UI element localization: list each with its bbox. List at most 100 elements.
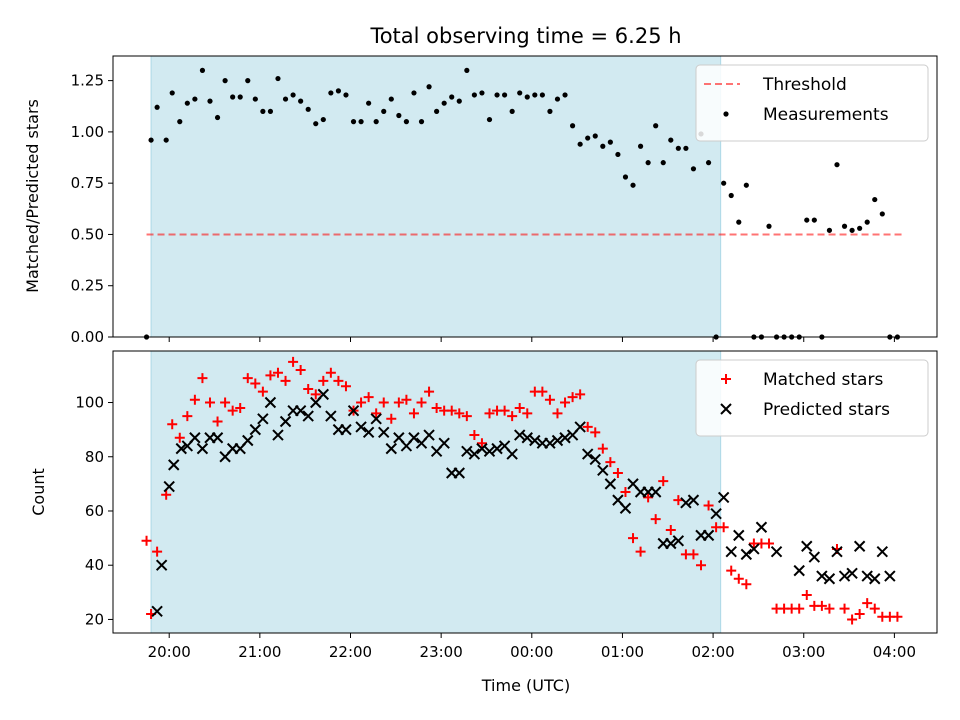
y-tick-label: 40: [85, 556, 104, 574]
bottom-x-ticks: 20:00 21:00 22:00 23:00 00:00 01:00 02:00 03:00…: [148, 633, 916, 661]
y-tick-label: 20: [85, 610, 104, 628]
measurement-point: [148, 137, 154, 143]
matched-star-point: [235, 402, 246, 413]
matched-star-point: [763, 538, 774, 549]
measurement-point: [207, 98, 213, 104]
measurement-point: [486, 116, 493, 123]
measurement-point: [199, 67, 206, 73]
legend-label: Threshold: [762, 75, 847, 95]
measurement-point: [547, 108, 553, 114]
measurement-point: [622, 174, 629, 180]
measurement-point: [290, 92, 296, 98]
measurement-point: [592, 133, 598, 139]
predicted-star-point: [476, 442, 488, 455]
measurement-point: [630, 182, 636, 188]
matched-star-point: [582, 421, 593, 432]
matched-star-point: [318, 375, 329, 386]
predicted-star-point: [249, 423, 262, 436]
x-tick-label: 22:00: [329, 643, 372, 661]
predicted-star-point: [740, 548, 753, 561]
bottom-axes-frame: [112, 350, 938, 634]
measurement-point: [811, 217, 817, 223]
measurement-point: [169, 90, 175, 96]
y-tick-label: 0.00: [71, 328, 104, 346]
x-tick-label: 23:00: [420, 643, 463, 661]
matched-star-point: [839, 603, 850, 614]
predicted-star-point: [823, 573, 836, 585]
matched-star-point: [303, 383, 314, 394]
measurement-point: [388, 96, 394, 102]
matched-star-point: [401, 394, 412, 405]
measurement-point: [766, 223, 772, 229]
predicted-star-point: [733, 529, 745, 542]
predicted-star-point: [378, 426, 390, 439]
bottom-count-points: [141, 356, 903, 625]
measurement-point: [275, 75, 281, 82]
measurement-point: [411, 90, 417, 96]
matched-star-point: [597, 443, 608, 454]
matched-star-point: [250, 378, 261, 389]
measurement-point: [743, 182, 749, 188]
matched-star-point: [514, 402, 525, 413]
measurement-point: [494, 92, 500, 98]
predicted-star-point: [816, 570, 828, 582]
measurement-point: [532, 92, 538, 98]
measurement-point: [320, 116, 326, 123]
measurement-point: [192, 96, 198, 102]
top-y-axis-label: Matched/Predicted stars: [23, 99, 42, 293]
matched-star-point: [242, 373, 253, 384]
matched-star-point: [741, 579, 752, 590]
measurement-point: [857, 225, 863, 231]
measurement-point: [479, 90, 485, 96]
y-tick-label: 60: [85, 502, 104, 520]
measurement-point: [434, 108, 440, 114]
matched-star-point: [560, 397, 571, 408]
measurement-point: [675, 145, 681, 151]
measurement-point: [834, 162, 840, 168]
measurement-point: [577, 141, 583, 147]
matched-star-point: [650, 514, 661, 525]
matched-star-point: [220, 397, 231, 408]
matched-star-point: [718, 522, 729, 533]
predicted-star-point: [581, 448, 594, 460]
matched-star-point: [605, 457, 616, 468]
measurement-point: [879, 211, 885, 217]
predicted-star-point: [793, 564, 805, 577]
matched-star-point: [575, 389, 586, 400]
predicted-star-point: [491, 442, 503, 455]
matched-star-point: [197, 373, 208, 384]
predicted-star-point: [544, 437, 556, 449]
measurement-point: [562, 92, 568, 98]
predicted-star-point: [574, 421, 586, 433]
matched-star-point: [454, 408, 465, 419]
y-tick-label: 1.25: [71, 72, 104, 90]
bottom-y-ticks: 20 40 60 80 100: [75, 394, 113, 628]
y-tick-label: 0.50: [71, 225, 104, 243]
legend-matched-swatch: [721, 374, 731, 384]
matched-star-point: [431, 402, 442, 413]
matched-star-point: [416, 397, 427, 408]
x-tick-label: 03:00: [782, 643, 825, 661]
matched-star-point: [892, 611, 903, 622]
y-tick-label: 0.75: [71, 174, 104, 192]
predicted-star-point: [680, 497, 692, 509]
matched-star-point: [333, 375, 344, 386]
predicted-star-point: [370, 413, 382, 425]
predicted-star-point: [672, 535, 685, 547]
measurement-point: [554, 96, 561, 102]
x-tick-label: 21:00: [238, 643, 281, 661]
predicted-star-point: [453, 467, 465, 479]
matched-star-point: [590, 427, 601, 438]
matched-star-point: [280, 375, 291, 386]
bottom-legend: Matched stars Predicted stars: [695, 359, 929, 437]
matched-star-point: [461, 411, 472, 422]
measurement-point: [396, 112, 402, 119]
predicted-star-point: [755, 521, 768, 533]
matched-star-point: [628, 533, 639, 544]
measurement-point: [260, 108, 266, 114]
top-panel: 0.00 0.25 0.50 0.75 1.00 1.25 Matched/Predict…: [23, 55, 938, 346]
predicted-star-point: [619, 502, 632, 514]
predicted-star-point: [649, 486, 662, 498]
matched-star-point: [801, 590, 812, 601]
matched-star-point: [257, 386, 268, 397]
